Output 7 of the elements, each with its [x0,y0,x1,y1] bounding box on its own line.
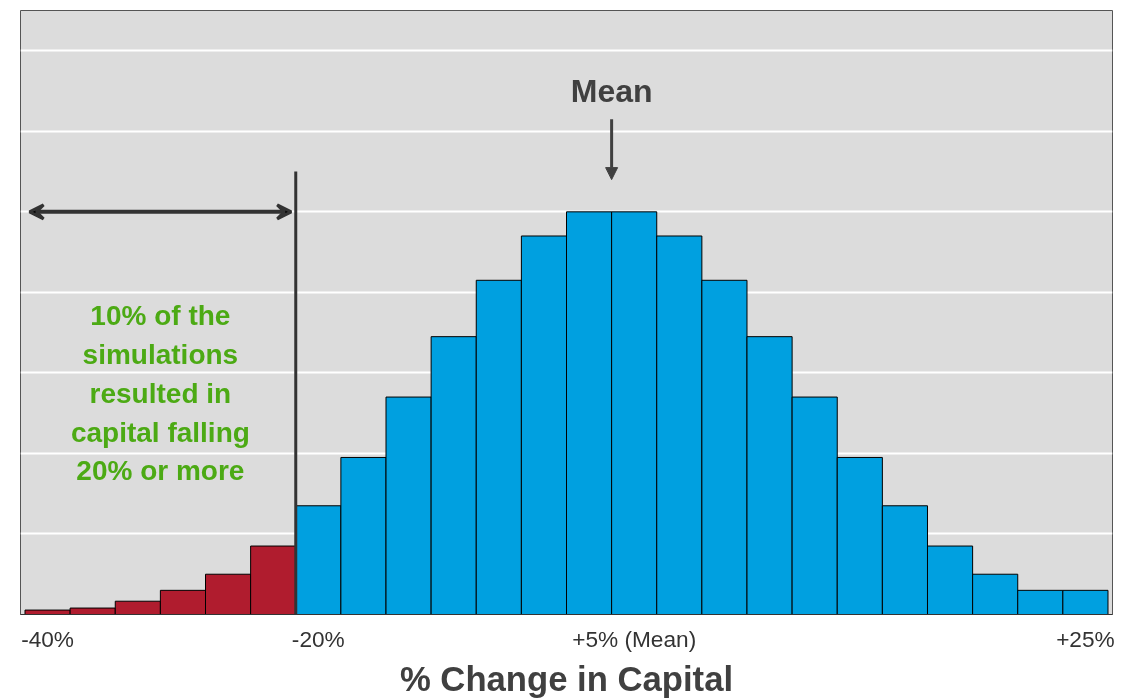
x-axis-title: % Change in Capital [399,659,734,698]
x-tick-label: -20% [291,625,345,652]
x-tick-label: +5% (Mean) [572,625,697,652]
x-tick-label: +25% [1056,625,1115,652]
annotation: 10% of the simulations resulted in capital falling 20% or more [70,300,250,487]
text: Mean [570,73,653,110]
x-tick-label: -40% [21,625,75,652]
